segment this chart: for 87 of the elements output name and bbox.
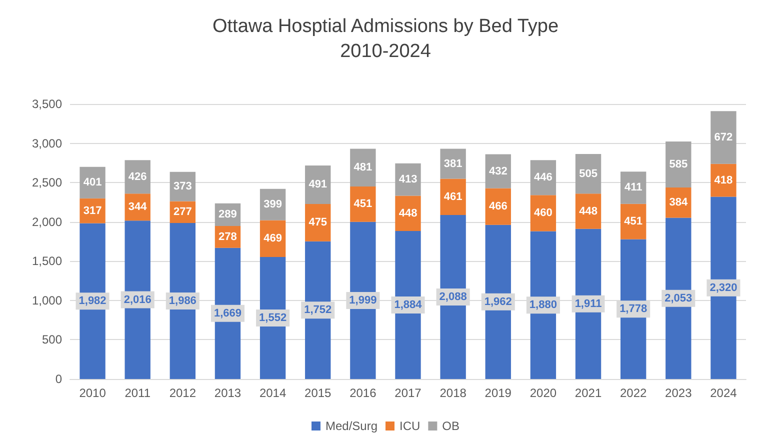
data-label: 460 bbox=[534, 207, 552, 220]
bar bbox=[530, 195, 556, 232]
data-label: 426 bbox=[128, 170, 147, 183]
data-label: 278 bbox=[218, 230, 237, 243]
bar bbox=[485, 188, 511, 225]
data-label: 466 bbox=[488, 200, 508, 213]
bar bbox=[666, 142, 692, 188]
data-label: 1,999 bbox=[349, 294, 377, 306]
data-label: 344 bbox=[128, 201, 148, 214]
data-label: 2,016 bbox=[124, 294, 152, 306]
data-label: 413 bbox=[398, 174, 418, 186]
data-label: 381 bbox=[444, 158, 462, 170]
data-label: 384 bbox=[669, 196, 688, 209]
data-label: 451 bbox=[624, 216, 643, 228]
y-tick-label: 1,000 bbox=[32, 293, 62, 308]
data-label: 1,911 bbox=[574, 298, 602, 310]
data-label: 1,778 bbox=[620, 303, 648, 316]
x-tick-label: 2014 bbox=[259, 386, 286, 400]
data-label: 289 bbox=[218, 208, 237, 221]
data-label: 1,982 bbox=[78, 295, 106, 308]
data-label: 491 bbox=[308, 178, 328, 191]
y-tick-label: 2,500 bbox=[32, 176, 62, 190]
bar bbox=[305, 204, 331, 242]
data-label: 2,320 bbox=[710, 282, 738, 294]
bar bbox=[710, 111, 736, 164]
bar bbox=[350, 148, 376, 186]
data-label: 1,962 bbox=[484, 296, 512, 308]
x-tick-label: 2021 bbox=[574, 386, 602, 400]
data-label: 277 bbox=[173, 206, 192, 218]
legend-label: OB bbox=[442, 419, 460, 433]
bar bbox=[440, 178, 466, 215]
data-label: 2,088 bbox=[439, 290, 467, 303]
chart-title: Ottawa Hosptial Admissions by Bed Type bbox=[212, 16, 559, 37]
legend-label: ICU bbox=[400, 419, 420, 433]
x-tick-label: 2023 bbox=[665, 386, 692, 400]
y-tick-label: 3,500 bbox=[32, 97, 62, 111]
data-label: 411 bbox=[624, 182, 642, 194]
x-tick-label: 2020 bbox=[530, 386, 557, 400]
data-label: 475 bbox=[308, 216, 328, 229]
data-label: 481 bbox=[354, 162, 372, 174]
data-label: 448 bbox=[579, 205, 598, 218]
data-label: 418 bbox=[714, 174, 733, 186]
bar bbox=[395, 163, 421, 196]
bar bbox=[350, 186, 376, 222]
y-tick-label: 3,000 bbox=[32, 136, 62, 150]
x-tick-label: 2011 bbox=[124, 386, 151, 400]
bar bbox=[395, 196, 421, 231]
x-tick-label: 2017 bbox=[394, 386, 422, 400]
x-tick-label: 2016 bbox=[350, 386, 377, 400]
x-tick-label: 2024 bbox=[710, 386, 738, 400]
y-tick-label: 0 bbox=[55, 372, 62, 386]
chart-subtitle: 2010-2024 bbox=[340, 41, 432, 62]
data-label: 461 bbox=[444, 190, 462, 203]
data-label: 585 bbox=[669, 158, 688, 171]
data-label: 446 bbox=[534, 172, 552, 184]
x-tick-label: 2019 bbox=[484, 386, 512, 400]
data-label: 672 bbox=[714, 131, 733, 144]
data-label: 1,669 bbox=[214, 307, 242, 320]
legend-label: Med/Surg bbox=[325, 419, 378, 433]
x-tick-label: 2022 bbox=[620, 386, 648, 400]
x-tick-label: 2012 bbox=[169, 386, 196, 400]
data-label: 401 bbox=[83, 176, 102, 189]
x-tick-label: 2010 bbox=[79, 386, 106, 400]
y-tick-label: 500 bbox=[42, 332, 62, 347]
x-tick-label: 2013 bbox=[214, 386, 242, 400]
data-label: 399 bbox=[264, 198, 282, 211]
data-label: 1,884 bbox=[394, 298, 423, 311]
bar bbox=[80, 166, 106, 198]
data-label: 505 bbox=[579, 168, 598, 180]
data-label: 1,880 bbox=[529, 299, 557, 312]
bar bbox=[620, 172, 646, 204]
bar bbox=[305, 165, 331, 204]
y-tick-label: 1,500 bbox=[32, 254, 62, 268]
data-label: 317 bbox=[83, 204, 102, 217]
data-label: 1,752 bbox=[304, 304, 332, 316]
data-label: 373 bbox=[173, 180, 192, 193]
data-label: 448 bbox=[398, 207, 418, 220]
x-tick-label: 2015 bbox=[304, 386, 332, 400]
y-tick-label: 2,000 bbox=[32, 214, 62, 229]
data-label: 1,552 bbox=[259, 312, 287, 324]
data-label: 469 bbox=[264, 232, 282, 245]
data-label: 432 bbox=[488, 165, 508, 178]
bar bbox=[620, 204, 646, 240]
data-label: 1,986 bbox=[168, 294, 196, 307]
x-tick-label: 2018 bbox=[440, 386, 467, 400]
data-label: 2,053 bbox=[664, 292, 692, 304]
data-label: 451 bbox=[354, 198, 372, 210]
